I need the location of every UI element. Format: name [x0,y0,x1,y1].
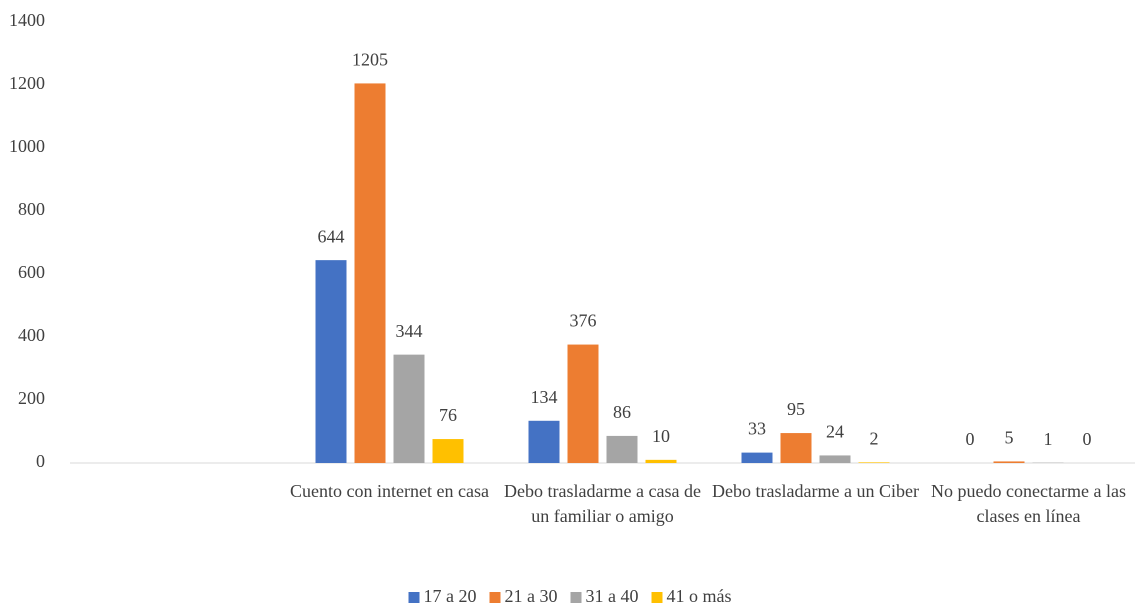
legend-swatch [489,592,501,603]
y-tick-label: 1400 [9,10,45,30]
legend-label: 41 o más [667,586,732,606]
data-label: 1 [1044,429,1053,449]
bar [567,344,599,463]
legend-swatch [570,592,582,603]
x-tick-label: Debo trasladarme a un Ciber [712,481,919,501]
y-tick-label: 200 [18,388,45,408]
legend-label: 31 a 40 [586,586,639,606]
data-label: 5 [1005,428,1014,448]
x-tick-label: Debo trasladarme a casa de un familiar o … [504,481,701,526]
bar [819,455,851,463]
legend-swatch [651,592,663,603]
data-label: 1205 [352,50,388,70]
bar [354,83,386,464]
data-label: 95 [787,399,805,419]
data-label: 376 [570,311,597,331]
data-label: 0 [966,429,975,449]
bar [315,260,347,463]
data-label: 2 [870,428,879,448]
legend-label: 21 a 30 [505,586,558,606]
data-label: 134 [531,387,558,407]
bar [741,452,773,463]
x-tick-label: Cuento con internet en casa [290,481,489,501]
y-tick-label: 1200 [9,73,45,93]
y-tick-label: 400 [18,325,45,345]
bar [858,462,890,463]
data-label: 76 [439,405,457,425]
legend-swatch [408,592,420,603]
y-tick-label: 1000 [9,136,45,156]
data-label: 33 [748,419,766,439]
x-tick-label: No puedo conectarme a las clases en línea [931,481,1126,526]
data-label: 0 [1083,429,1092,449]
bar [393,354,425,463]
bar [993,461,1025,463]
data-label: 644 [318,226,345,246]
data-label: 86 [613,402,631,422]
y-tick-label: 0 [36,451,45,471]
data-label: 10 [652,426,670,446]
bar [528,420,560,463]
bar [606,435,638,463]
data-label: 344 [396,321,423,341]
data-label: 24 [826,422,844,442]
bar [645,459,677,463]
bar [432,439,464,463]
legend-label: 17 a 20 [424,586,477,606]
y-tick-label: 600 [18,262,45,282]
bar [780,433,812,463]
y-tick-label: 800 [18,199,45,219]
